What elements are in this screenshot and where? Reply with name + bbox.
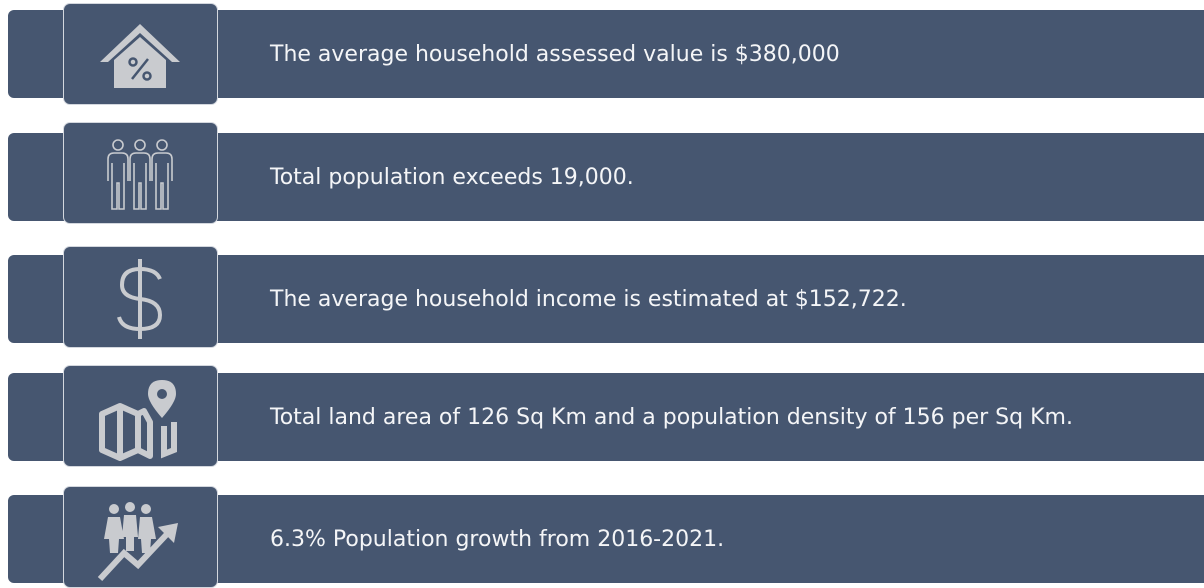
icon-box — [63, 122, 218, 224]
growth-icon — [97, 502, 178, 582]
info-text: Total land area of 126 Sq Km and a popul… — [270, 404, 1073, 430]
dollar-icon — [117, 259, 163, 339]
info-text: The average household income is estimate… — [270, 286, 907, 312]
info-text: The average household assessed value is … — [270, 41, 840, 67]
icon-box — [63, 365, 218, 467]
house-icon — [100, 24, 180, 88]
icon-box — [63, 3, 218, 105]
icon-box — [63, 246, 218, 348]
icon-box — [63, 486, 218, 588]
info-text: 6.3% Population growth from 2016-2021. — [270, 526, 725, 552]
map-icon — [99, 380, 177, 461]
people-icon — [107, 139, 173, 210]
info-text: Total population exceeds 19,000. — [270, 164, 634, 190]
